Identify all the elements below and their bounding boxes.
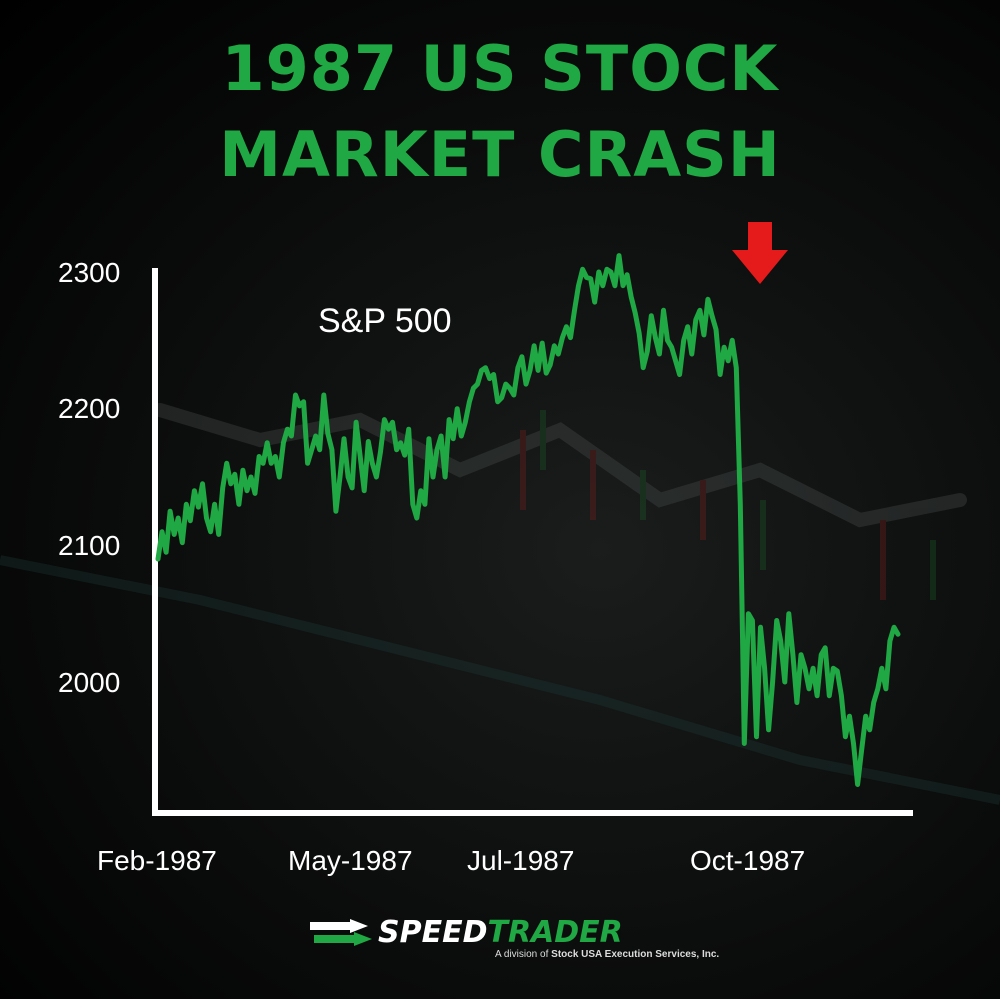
x-tick-label: Jul-1987 <box>467 845 575 876</box>
series-label: S&P 500 <box>318 302 452 340</box>
double-arrow-icon <box>310 919 372 946</box>
logo-word-speed: SPEED <box>378 915 488 950</box>
logo-subtitle: A division of Stock USA Execution Servic… <box>495 949 719 960</box>
logo-subtitle-prefix: A division of <box>495 949 552 960</box>
y-tick-label: 2200 <box>58 393 121 424</box>
x-tick-label: May-1987 <box>288 845 413 876</box>
x-tick-label: Feb-1987 <box>97 845 217 876</box>
background-candlesticks <box>0 403 1000 805</box>
logo-subtitle-company: Stock USA Execution Services, Inc. <box>551 949 720 960</box>
title-line-2: MARKET CRASH <box>219 118 781 191</box>
y-tick-label: 2100 <box>58 530 121 561</box>
y-tick-label: 2000 <box>58 667 121 698</box>
logo-word-trader: TRADER <box>487 915 623 950</box>
sp500-line <box>155 253 901 787</box>
x-tick-label: Oct-1987 <box>690 845 806 876</box>
chart-axes <box>152 268 913 816</box>
speedtrader-logo: SPEEDTRADER A division of Stock USA Exec… <box>310 915 719 965</box>
down-arrow-icon <box>732 222 788 284</box>
title-line-1: 1987 US STOCK <box>221 32 779 105</box>
y-tick-label: 2300 <box>58 257 121 288</box>
